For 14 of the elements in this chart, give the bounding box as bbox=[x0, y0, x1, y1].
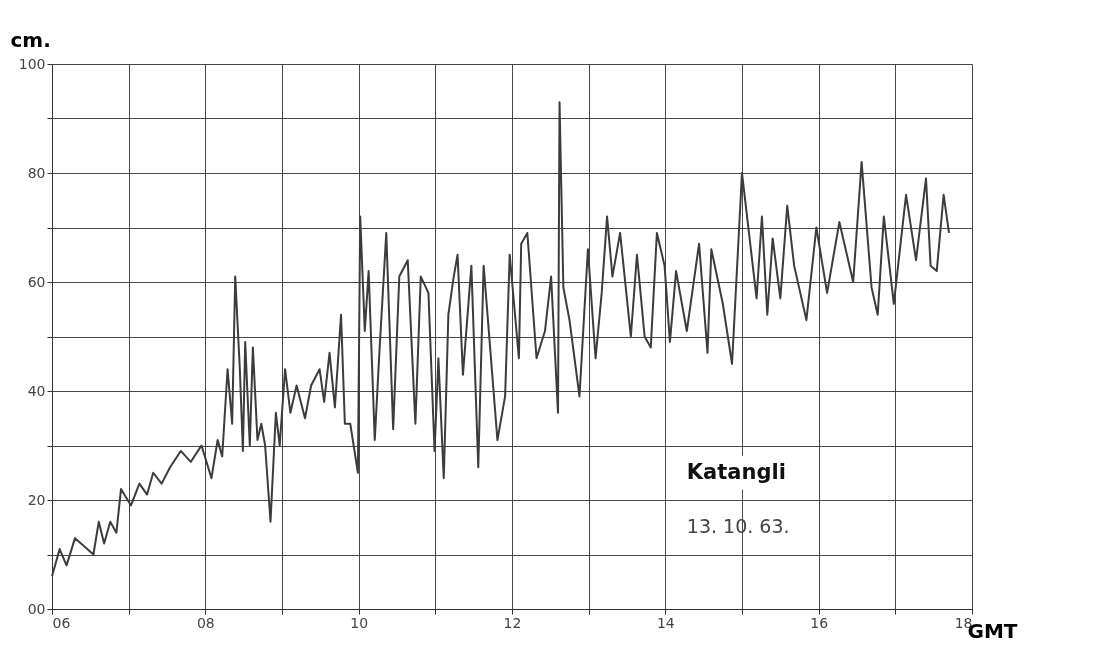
x-tick-label: 10 bbox=[350, 614, 369, 631]
x-tick-label: 16 bbox=[810, 614, 829, 631]
y-tick-label: 80 bbox=[27, 164, 46, 181]
y-axis-title: cm. bbox=[10, 27, 51, 52]
x-tick-label: 06 bbox=[52, 614, 71, 631]
x-tick-label: 08 bbox=[196, 614, 215, 631]
y-tick-label: 20 bbox=[27, 491, 46, 508]
y-tick-label: 00 bbox=[27, 600, 46, 617]
annotation: Katangli bbox=[686, 459, 786, 484]
y-tick-label: 40 bbox=[27, 382, 46, 399]
y-tick-label: 60 bbox=[27, 273, 46, 290]
x-tick-label: 12 bbox=[503, 614, 522, 631]
y-tick-label: 100 bbox=[18, 55, 46, 72]
x-tick-label: 14 bbox=[656, 614, 675, 631]
